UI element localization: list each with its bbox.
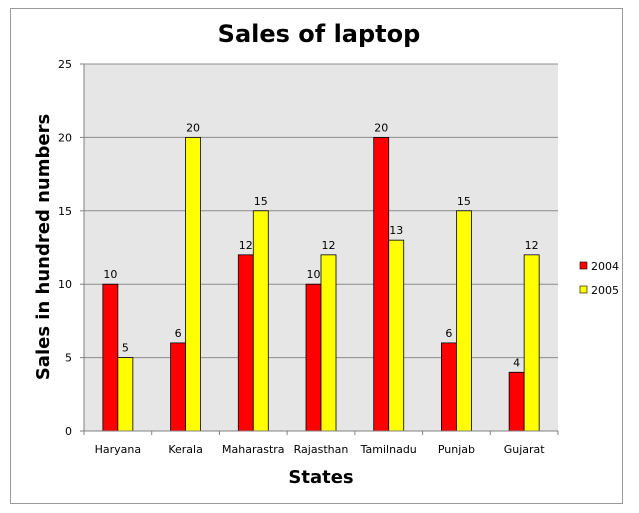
- bar-2005-tamilnadu: [388, 239, 405, 432]
- bar-2005-maharastra: [252, 210, 269, 432]
- x-tick-label: Haryana: [95, 443, 142, 456]
- y-axis-title: Sales in hundred numbers: [33, 114, 54, 380]
- legend-swatch-2005: [579, 285, 588, 294]
- data-label: 13: [389, 224, 403, 237]
- bars: 10 5 6 20 12 15 10 12 20 13 6 15 4 12: [102, 121, 540, 432]
- y-tick-label: 5: [65, 352, 72, 365]
- legend-label-2005: 2005: [591, 284, 619, 297]
- x-tick-label: Rajasthan: [294, 443, 349, 456]
- bar-2004-maharastra: [237, 254, 254, 432]
- bar-2004-kerala: [170, 342, 186, 432]
- x-tick-label: Gujarat: [504, 443, 546, 456]
- bar-2005-rajasthan: [320, 254, 337, 432]
- legend-label-2004: 2004: [591, 260, 619, 273]
- x-axis-title: States: [288, 467, 353, 488]
- x-tick-label: Tamilnadu: [360, 443, 417, 456]
- y-tick-label: 25: [58, 58, 72, 71]
- bar-2004-punjab: [441, 342, 457, 432]
- data-label: 12: [525, 239, 539, 252]
- data-label: 5: [122, 342, 129, 355]
- bar-2004-tamilnadu: [373, 136, 390, 432]
- bar-2005-haryana: [117, 357, 134, 432]
- x-axis: Haryana Kerala Maharastra Rajasthan Tamilnad…: [83, 430, 559, 456]
- bar-2004-rajasthan: [305, 283, 322, 432]
- bar-2005-kerala: [185, 136, 201, 432]
- x-tick-label: Punjab: [438, 443, 475, 456]
- bar-2005-punjab: [456, 210, 472, 432]
- y-tick-label: 15: [58, 205, 72, 218]
- data-label: 12: [239, 239, 253, 252]
- bar-2004-gujarat: [508, 371, 525, 432]
- x-tick-label: Maharastra: [222, 443, 285, 456]
- bar-2004-haryana: [102, 283, 119, 432]
- data-label: 15: [254, 195, 268, 208]
- data-label: 4: [513, 356, 520, 369]
- y-tick-label: 0: [65, 425, 72, 438]
- legend-swatch-2004: [579, 261, 588, 270]
- data-label: 10: [103, 268, 117, 281]
- data-label: 6: [175, 327, 182, 340]
- chart-title: Sales of laptop: [218, 20, 421, 48]
- data-label: 12: [322, 239, 336, 252]
- legend: 2004 2005: [579, 260, 619, 297]
- bar-2005-gujarat: [523, 254, 540, 432]
- y-axis: 0 5 10 15 20 25: [58, 58, 85, 438]
- data-label: 6: [445, 327, 452, 340]
- data-label: 20: [186, 121, 200, 134]
- data-label: 20: [374, 121, 388, 134]
- y-tick-label: 10: [58, 278, 72, 291]
- y-tick-label: 20: [58, 131, 72, 144]
- x-tick-label: Kerala: [168, 443, 203, 456]
- data-label: 15: [457, 195, 471, 208]
- data-label: 10: [307, 268, 321, 281]
